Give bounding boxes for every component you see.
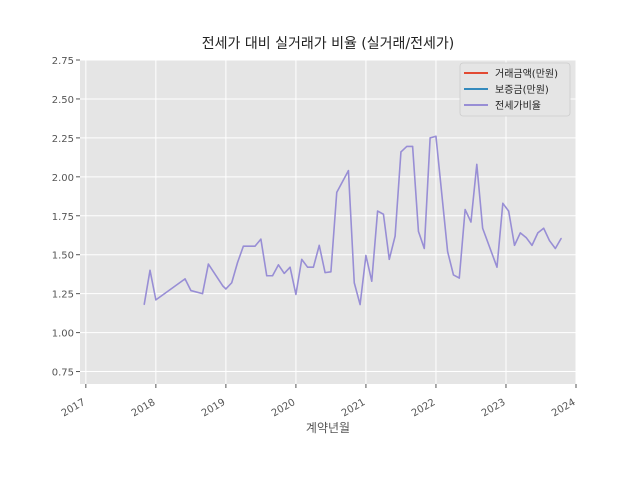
series-point	[412, 145, 414, 148]
y-tick-label: 2.25	[52, 134, 74, 145]
series-point	[254, 245, 256, 247]
legend-label-transaction: 거래금액(만원)	[495, 68, 558, 80]
series-point	[458, 277, 460, 279]
series-point	[417, 230, 420, 232]
series-point	[190, 289, 192, 292]
series-point	[277, 264, 279, 266]
y-tick-label: 2.75	[52, 56, 74, 67]
series-point	[560, 237, 562, 239]
x-tick-label: 2023	[480, 397, 508, 419]
x-tick-label: 2020	[270, 397, 298, 419]
series-point	[496, 266, 498, 268]
x-axis-ticks: 2017 2018 2019 2020 2021 2022 2023 2024	[60, 384, 578, 419]
series-point	[423, 247, 425, 250]
x-tick-label: 2018	[130, 397, 158, 419]
series-point	[554, 247, 556, 250]
series-point	[306, 266, 309, 268]
y-tick-label: 1.75	[52, 212, 74, 223]
series-point	[365, 254, 367, 257]
series-point	[231, 282, 233, 284]
series-point	[502, 202, 504, 204]
series-point	[184, 278, 186, 280]
series-point	[236, 261, 239, 264]
series-point	[324, 272, 326, 274]
series-point	[406, 145, 408, 148]
series-point	[289, 266, 291, 268]
series-point	[271, 275, 274, 277]
series-point	[155, 299, 157, 301]
x-tick-label: 2021	[340, 397, 368, 419]
series-point	[371, 280, 373, 282]
legend-box	[459, 62, 571, 117]
y-axis-ticks: 0.75 1.00 1.25 1.50 1.75 2.00 2.25 2.50 2.75	[52, 56, 80, 379]
series-point	[464, 208, 466, 211]
series-point	[476, 163, 478, 165]
series-points	[143, 135, 562, 306]
series-point	[400, 151, 402, 153]
series-point	[447, 250, 449, 253]
series-point	[283, 272, 285, 275]
y-tick-label: 1.25	[52, 290, 74, 301]
series-point	[149, 269, 151, 271]
series-point	[452, 274, 455, 276]
legend: 거래금액(만원) 보증금(만원) 전세가비율	[459, 62, 571, 117]
series-point	[336, 191, 338, 194]
legend-label-ratio: 전세가비율	[495, 100, 541, 112]
series-point	[295, 293, 297, 296]
series-point	[470, 221, 472, 223]
series-layer	[143, 135, 562, 306]
series-point	[388, 258, 390, 260]
series-point	[266, 275, 268, 277]
y-tick-label: 2.50	[52, 95, 74, 106]
series-point	[353, 282, 355, 284]
series-point	[429, 137, 431, 139]
series-point	[537, 232, 539, 234]
legend-label-deposit: 보증금(만원)	[495, 84, 549, 96]
series-point	[301, 258, 303, 260]
series-point	[377, 210, 379, 212]
series-point	[330, 271, 332, 273]
series-point	[207, 263, 209, 265]
series-point	[548, 240, 551, 242]
series-point	[508, 210, 510, 212]
series-point	[359, 303, 361, 306]
series-point	[435, 135, 437, 137]
series-point	[394, 235, 396, 237]
y-tick-label: 1.00	[52, 329, 74, 340]
x-tick-label: 2024	[550, 397, 578, 419]
x-tick-label: 2019	[200, 397, 228, 419]
series-point	[201, 293, 204, 295]
x-tick-label: 2022	[410, 397, 438, 419]
series-point	[318, 244, 320, 246]
series-point	[482, 227, 484, 229]
x-axis-label: 계약년월	[306, 420, 350, 435]
series-point	[543, 227, 545, 229]
chart-title: 전세가 대비 실거래가 비율 (실거래/전세가)	[202, 36, 454, 52]
series-point	[225, 288, 227, 290]
series-point	[260, 238, 262, 240]
series-point	[519, 232, 521, 234]
series-point	[222, 285, 224, 287]
grid	[80, 59, 577, 384]
series-point	[312, 266, 315, 268]
y-tick-label: 0.75	[52, 368, 74, 379]
series-point	[531, 244, 533, 246]
y-tick-label: 1.50	[52, 251, 74, 262]
series-point	[347, 169, 350, 172]
series-point	[525, 236, 527, 239]
x-tick-label: 2017	[60, 397, 88, 419]
y-tick-label: 2.00	[52, 173, 74, 184]
series-point	[382, 213, 385, 215]
series-point	[513, 244, 516, 246]
series-line-ratio	[143, 135, 562, 306]
series-point	[143, 303, 145, 306]
series-point	[242, 245, 244, 247]
